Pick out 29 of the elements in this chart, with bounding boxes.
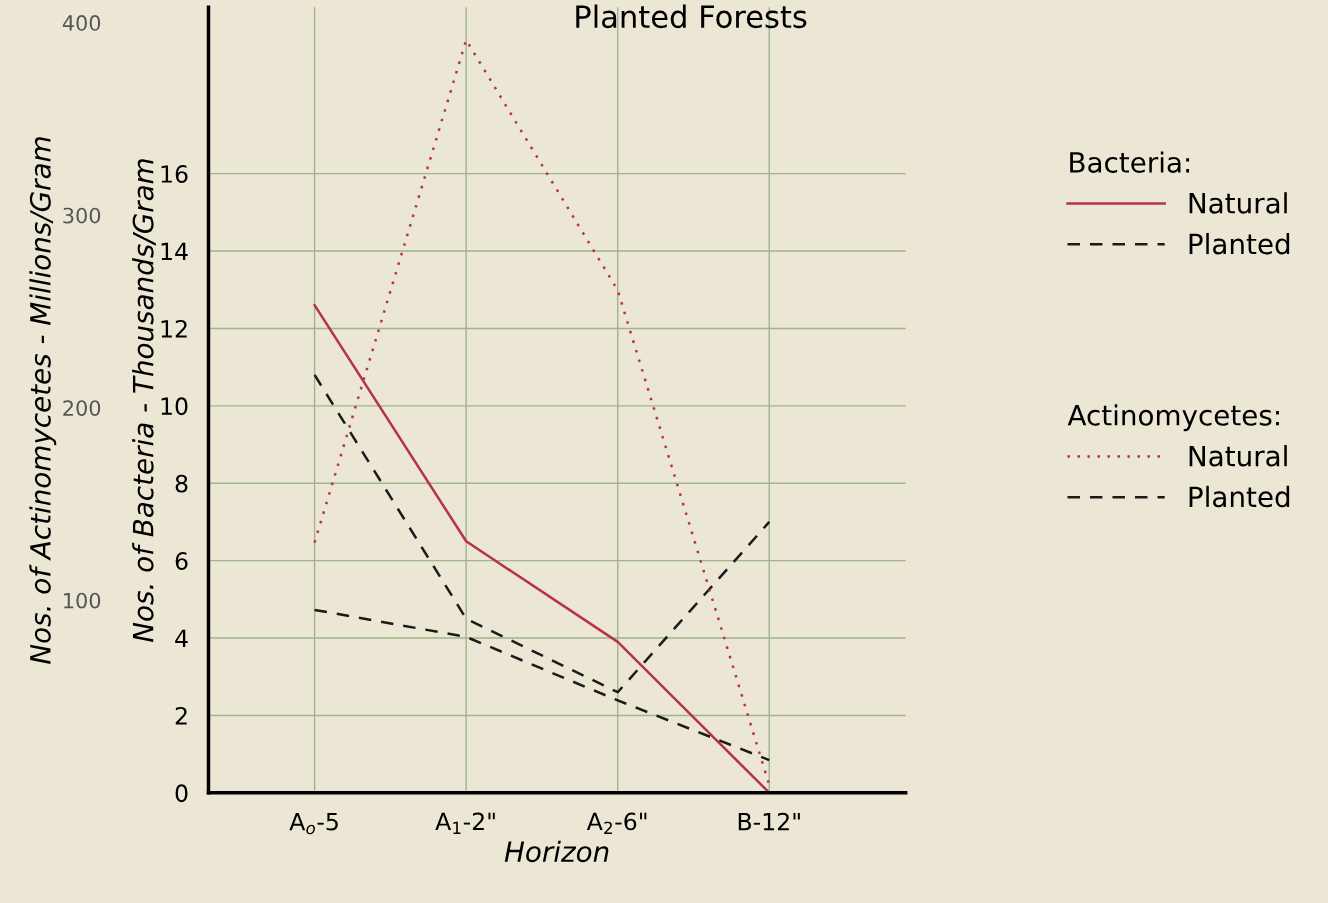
text: Actinomycetes: <box>1067 404 1279 432</box>
y-tick-label: 14 <box>161 242 188 260</box>
y2-tick-label: 300 <box>63 207 101 224</box>
text: Bacteria: <box>1070 151 1190 173</box>
y-tick-label: 8 <box>175 474 188 493</box>
legend-label: Planted <box>1189 232 1290 255</box>
y-tick-label: 4 <box>175 629 188 647</box>
line-series <box>313 608 771 762</box>
y2-axis-title: Nos. of Actinomycetes - Millions/Gram <box>29 137 57 664</box>
x-tick-label: A$_{2}$-6" <box>586 812 647 834</box>
y-tick-label: 0 <box>175 784 188 803</box>
x-axis-title: Horizon <box>504 840 609 863</box>
x-tick-label: B-12" <box>738 812 800 831</box>
y2-tick-label: 200 <box>63 400 101 416</box>
y-tick-label: 12 <box>161 319 187 338</box>
y-tick-label: 2 <box>175 706 187 725</box>
y-tick-label: 10 <box>161 397 188 416</box>
line-series <box>313 373 771 694</box>
chart-title: Planted Forests <box>576 4 807 29</box>
legend-label: Natural <box>1189 192 1287 214</box>
x-tick-label: A$_{o}$-5 <box>289 812 338 835</box>
y2-tick-label: 400 <box>62 15 101 31</box>
legend-label: Natural <box>1189 445 1287 467</box>
y-tick-label: 16 <box>161 165 188 183</box>
x-tick-label: A$_{1}$-2" <box>435 812 495 834</box>
legend-label: Planted <box>1189 485 1290 508</box>
y2-tick-label: 100 <box>64 592 101 609</box>
y-tick-label: 6 <box>175 552 188 570</box>
y-axis-title: Nos. of Bacteria - Thousands/Gram <box>132 159 156 642</box>
